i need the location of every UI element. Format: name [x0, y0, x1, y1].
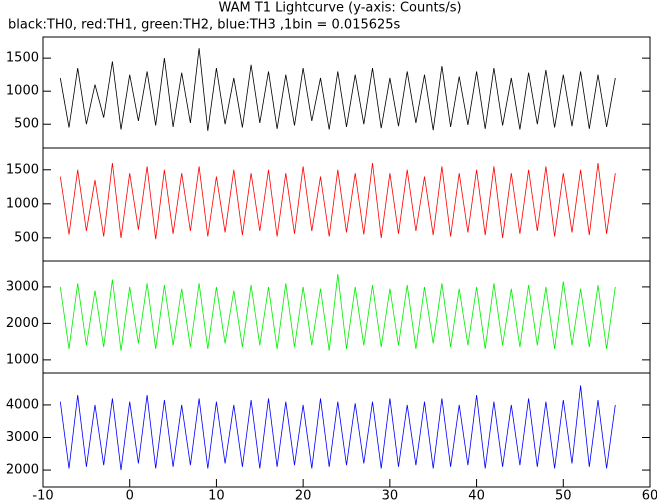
- y-tick-label: 1000: [6, 196, 39, 211]
- x-tick-label: 30: [382, 489, 399, 504]
- panel-frame: [42, 36, 651, 149]
- x-tick-label: 50: [555, 489, 572, 504]
- y-tick-label: 1500: [6, 51, 39, 66]
- x-tick-label: 10: [208, 489, 225, 504]
- x-tick-label: 60: [642, 489, 657, 504]
- series-line: [59, 48, 616, 131]
- x-tick-label: 40: [468, 489, 485, 504]
- y-tick-label: 1500: [6, 162, 39, 177]
- series-line: [59, 385, 616, 471]
- x-tick-label: 20: [295, 489, 312, 504]
- x-tick-label: 0: [126, 489, 134, 504]
- series-line: [59, 162, 616, 240]
- y-tick-label: 3000: [6, 279, 39, 294]
- series-line: [59, 274, 616, 351]
- chart-title: WAM T1 Lightcurve (y-axis: Counts/s): [218, 1, 461, 16]
- y-tick-label: 500: [14, 117, 39, 132]
- y-tick-label: 3000: [6, 430, 39, 445]
- x-tick-label: -10: [32, 489, 53, 504]
- y-tick-label: 2000: [6, 316, 39, 331]
- chart-subtitle: black:TH0, red:TH1, green:TH2, blue:TH3 …: [8, 18, 401, 33]
- y-tick-label: 2000: [6, 463, 39, 478]
- y-tick-label: 1000: [6, 352, 39, 367]
- y-tick-label: 4000: [6, 397, 39, 412]
- y-tick-label: 500: [14, 230, 39, 245]
- y-tick-label: 1000: [6, 84, 39, 99]
- panel-frame: [42, 372, 651, 488]
